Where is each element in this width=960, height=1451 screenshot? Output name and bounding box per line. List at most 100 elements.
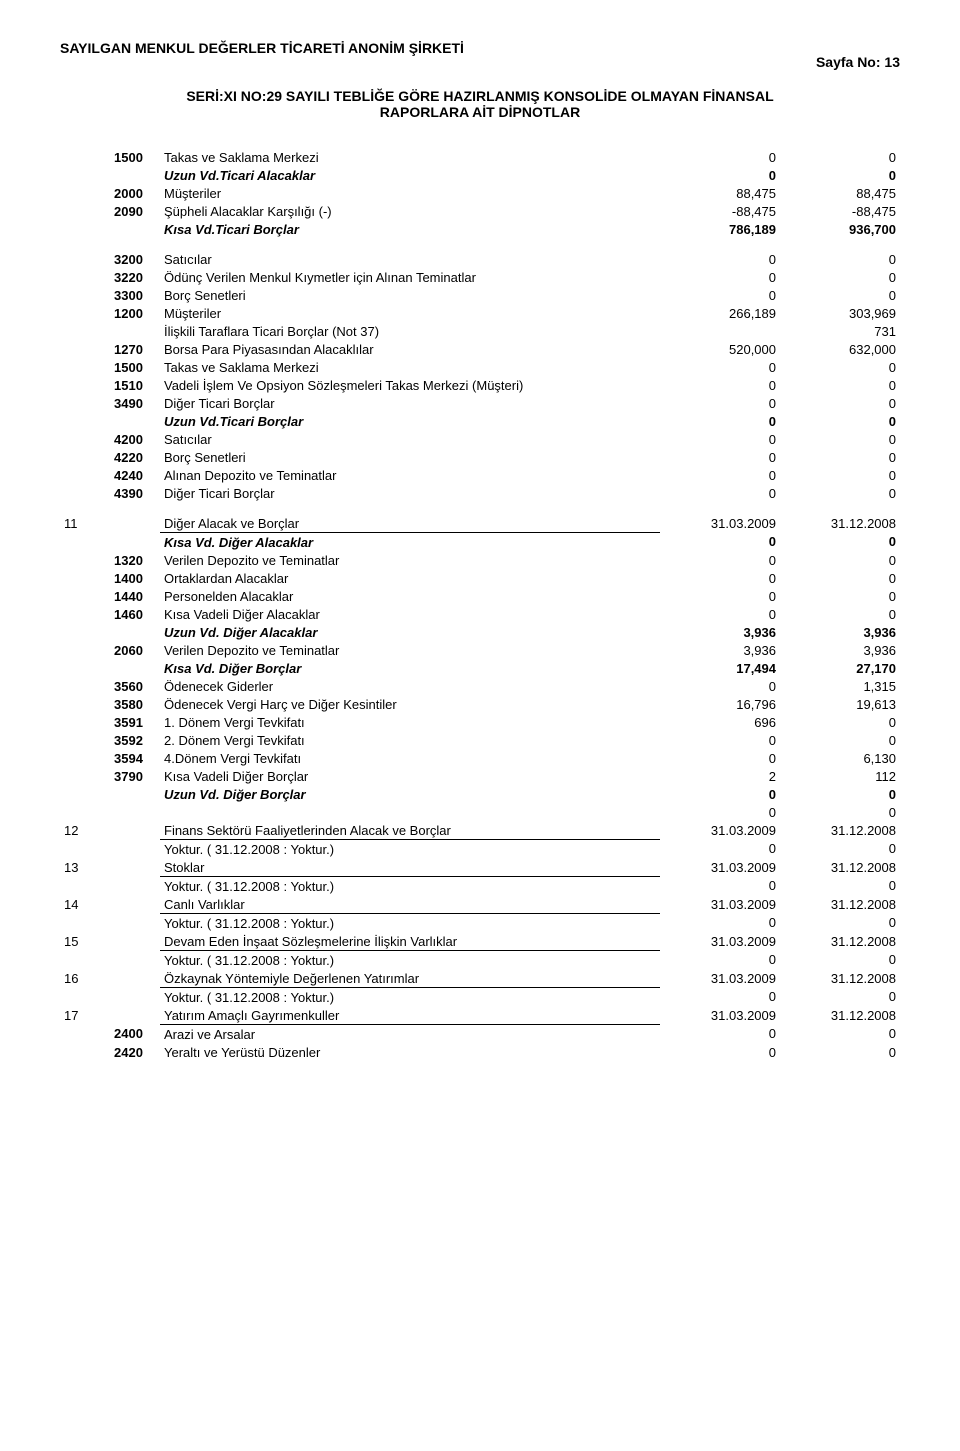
value1-cell: 0 bbox=[660, 914, 780, 933]
section-header-row: 17Yatırım Amaçlı Gayrımenkuller31.03.200… bbox=[60, 1006, 900, 1025]
code-cell bbox=[110, 533, 160, 552]
label-cell: Yoktur. ( 31.12.2008 : Yoktur.) bbox=[160, 840, 660, 859]
value2-cell: 88,475 bbox=[780, 184, 900, 202]
table-row: 3200Satıcılar00 bbox=[60, 250, 900, 268]
value1-cell: 0 bbox=[660, 448, 780, 466]
value1-cell: 0 bbox=[660, 587, 780, 605]
value2-cell: 0 bbox=[780, 785, 900, 803]
section-number-cell bbox=[60, 376, 110, 394]
value1-cell: 0 bbox=[660, 605, 780, 623]
value2-cell: 0 bbox=[780, 551, 900, 569]
value2-cell: 0 bbox=[780, 376, 900, 394]
label-cell: Uzun Vd.Ticari Borçlar bbox=[160, 412, 660, 430]
code-cell: 2420 bbox=[110, 1043, 160, 1061]
value1-cell: 0 bbox=[660, 840, 780, 859]
label-cell: Yeraltı ve Yerüstü Düzenler bbox=[160, 1043, 660, 1061]
label-cell: Kısa Vd. Diğer Borçlar bbox=[160, 659, 660, 677]
section-number-cell bbox=[60, 951, 110, 970]
value1-cell: 0 bbox=[660, 785, 780, 803]
code-cell bbox=[110, 803, 160, 821]
value1-cell: 0 bbox=[660, 148, 780, 166]
value1-cell: 0 bbox=[660, 1043, 780, 1061]
table-row: 1460Kısa Vadeli Diğer Alacaklar00 bbox=[60, 605, 900, 623]
code-cell: 1320 bbox=[110, 551, 160, 569]
label-cell: Borç Senetleri bbox=[160, 448, 660, 466]
section-number-cell bbox=[60, 466, 110, 484]
label-cell: Yoktur. ( 31.12.2008 : Yoktur.) bbox=[160, 988, 660, 1007]
section-number-cell bbox=[60, 785, 110, 803]
label-cell: Alınan Depozito ve Teminatlar bbox=[160, 466, 660, 484]
section-code-cell bbox=[110, 514, 160, 533]
section-number-cell bbox=[60, 166, 110, 184]
table-row: Yoktur. ( 31.12.2008 : Yoktur.)00 bbox=[60, 988, 900, 1007]
section-number-cell bbox=[60, 358, 110, 376]
value1-cell: 0 bbox=[660, 286, 780, 304]
value2-cell: 0 bbox=[780, 951, 900, 970]
value1-cell: 2 bbox=[660, 767, 780, 785]
spacer-row bbox=[60, 502, 900, 514]
value2-cell: 0 bbox=[780, 466, 900, 484]
value1-cell: 266,189 bbox=[660, 304, 780, 322]
table-row: 3560Ödenecek Giderler01,315 bbox=[60, 677, 900, 695]
value2-cell: 0 bbox=[780, 605, 900, 623]
table-row: 4390Diğer Ticari Borçlar00 bbox=[60, 484, 900, 502]
section-date2: 31.12.2008 bbox=[780, 969, 900, 988]
value2-cell: 0 bbox=[780, 587, 900, 605]
label-cell: Uzun Vd. Diğer Borçlar bbox=[160, 785, 660, 803]
value2-cell: 303,969 bbox=[780, 304, 900, 322]
label-cell: 4.Dönem Vergi Tevkifatı bbox=[160, 749, 660, 767]
label-cell: Uzun Vd.Ticari Alacaklar bbox=[160, 166, 660, 184]
value2-cell: 6,130 bbox=[780, 749, 900, 767]
section-number-cell bbox=[60, 988, 110, 1007]
section-number-cell bbox=[60, 184, 110, 202]
value2-cell: 27,170 bbox=[780, 659, 900, 677]
label-cell: Yoktur. ( 31.12.2008 : Yoktur.) bbox=[160, 951, 660, 970]
section-date1: 31.03.2009 bbox=[660, 969, 780, 988]
label-cell: Müşteriler bbox=[160, 184, 660, 202]
section-number-cell bbox=[60, 268, 110, 286]
section-number-cell bbox=[60, 394, 110, 412]
label-cell: Verilen Depozito ve Teminatlar bbox=[160, 641, 660, 659]
section-number-cell bbox=[60, 605, 110, 623]
value1-cell: 0 bbox=[660, 484, 780, 502]
label-cell: İlişkili Taraflara Ticari Borçlar (Not 3… bbox=[160, 322, 660, 340]
value2-cell: 0 bbox=[780, 448, 900, 466]
table-row: 1510Vadeli İşlem Ve Opsiyon Sözleşmeleri… bbox=[60, 376, 900, 394]
section-header-row: 12Finans Sektörü Faaliyetlerinden Alacak… bbox=[60, 821, 900, 840]
table-row: Kısa Vd.Ticari Borçlar786,189936,700 bbox=[60, 220, 900, 238]
code-cell bbox=[110, 988, 160, 1007]
code-cell bbox=[110, 166, 160, 184]
label-cell: Ödenecek Vergi Harç ve Diğer Kesintiler bbox=[160, 695, 660, 713]
label-cell: Kısa Vd.Ticari Borçlar bbox=[160, 220, 660, 238]
table-row: 35911. Dönem Vergi Tevkifatı6960 bbox=[60, 713, 900, 731]
section-date2: 31.12.2008 bbox=[780, 858, 900, 877]
label-cell: Kısa Vd. Diğer Alacaklar bbox=[160, 533, 660, 552]
section-date1: 31.03.2009 bbox=[660, 932, 780, 951]
code-cell: 2060 bbox=[110, 641, 160, 659]
value1-cell: 0 bbox=[660, 430, 780, 448]
section-title: Yatırım Amaçlı Gayrımenkuller bbox=[160, 1006, 660, 1025]
section-number-cell bbox=[60, 803, 110, 821]
value2-cell: 0 bbox=[780, 394, 900, 412]
page-number: Sayfa No: 13 bbox=[60, 54, 900, 70]
label-cell: Kısa Vadeli Diğer Borçlar bbox=[160, 767, 660, 785]
value1-cell: 3,936 bbox=[660, 623, 780, 641]
table-row: 1400Ortaklardan Alacaklar00 bbox=[60, 569, 900, 587]
section-header-row: 14Canlı Varlıklar31.03.200931.12.2008 bbox=[60, 895, 900, 914]
value2-cell: 0 bbox=[780, 268, 900, 286]
value1-cell: 520,000 bbox=[660, 340, 780, 358]
section-header-row: 13Stoklar31.03.200931.12.2008 bbox=[60, 858, 900, 877]
table-row: 3490Diğer Ticari Borçlar00 bbox=[60, 394, 900, 412]
section-number: 17 bbox=[60, 1006, 110, 1025]
section-code-cell bbox=[110, 821, 160, 840]
section-code-cell bbox=[110, 1006, 160, 1025]
section-title: Finans Sektörü Faaliyetlerinden Alacak v… bbox=[160, 821, 660, 840]
label-cell: Yoktur. ( 31.12.2008 : Yoktur.) bbox=[160, 914, 660, 933]
code-cell bbox=[110, 412, 160, 430]
label-cell: Arazi ve Arsalar bbox=[160, 1025, 660, 1044]
sub-header-line2: RAPORLARA AİT DİPNOTLAR bbox=[60, 104, 900, 120]
code-cell: 2090 bbox=[110, 202, 160, 220]
section-date2: 31.12.2008 bbox=[780, 514, 900, 533]
section-number: 11 bbox=[60, 514, 110, 533]
section-number-cell bbox=[60, 1025, 110, 1044]
